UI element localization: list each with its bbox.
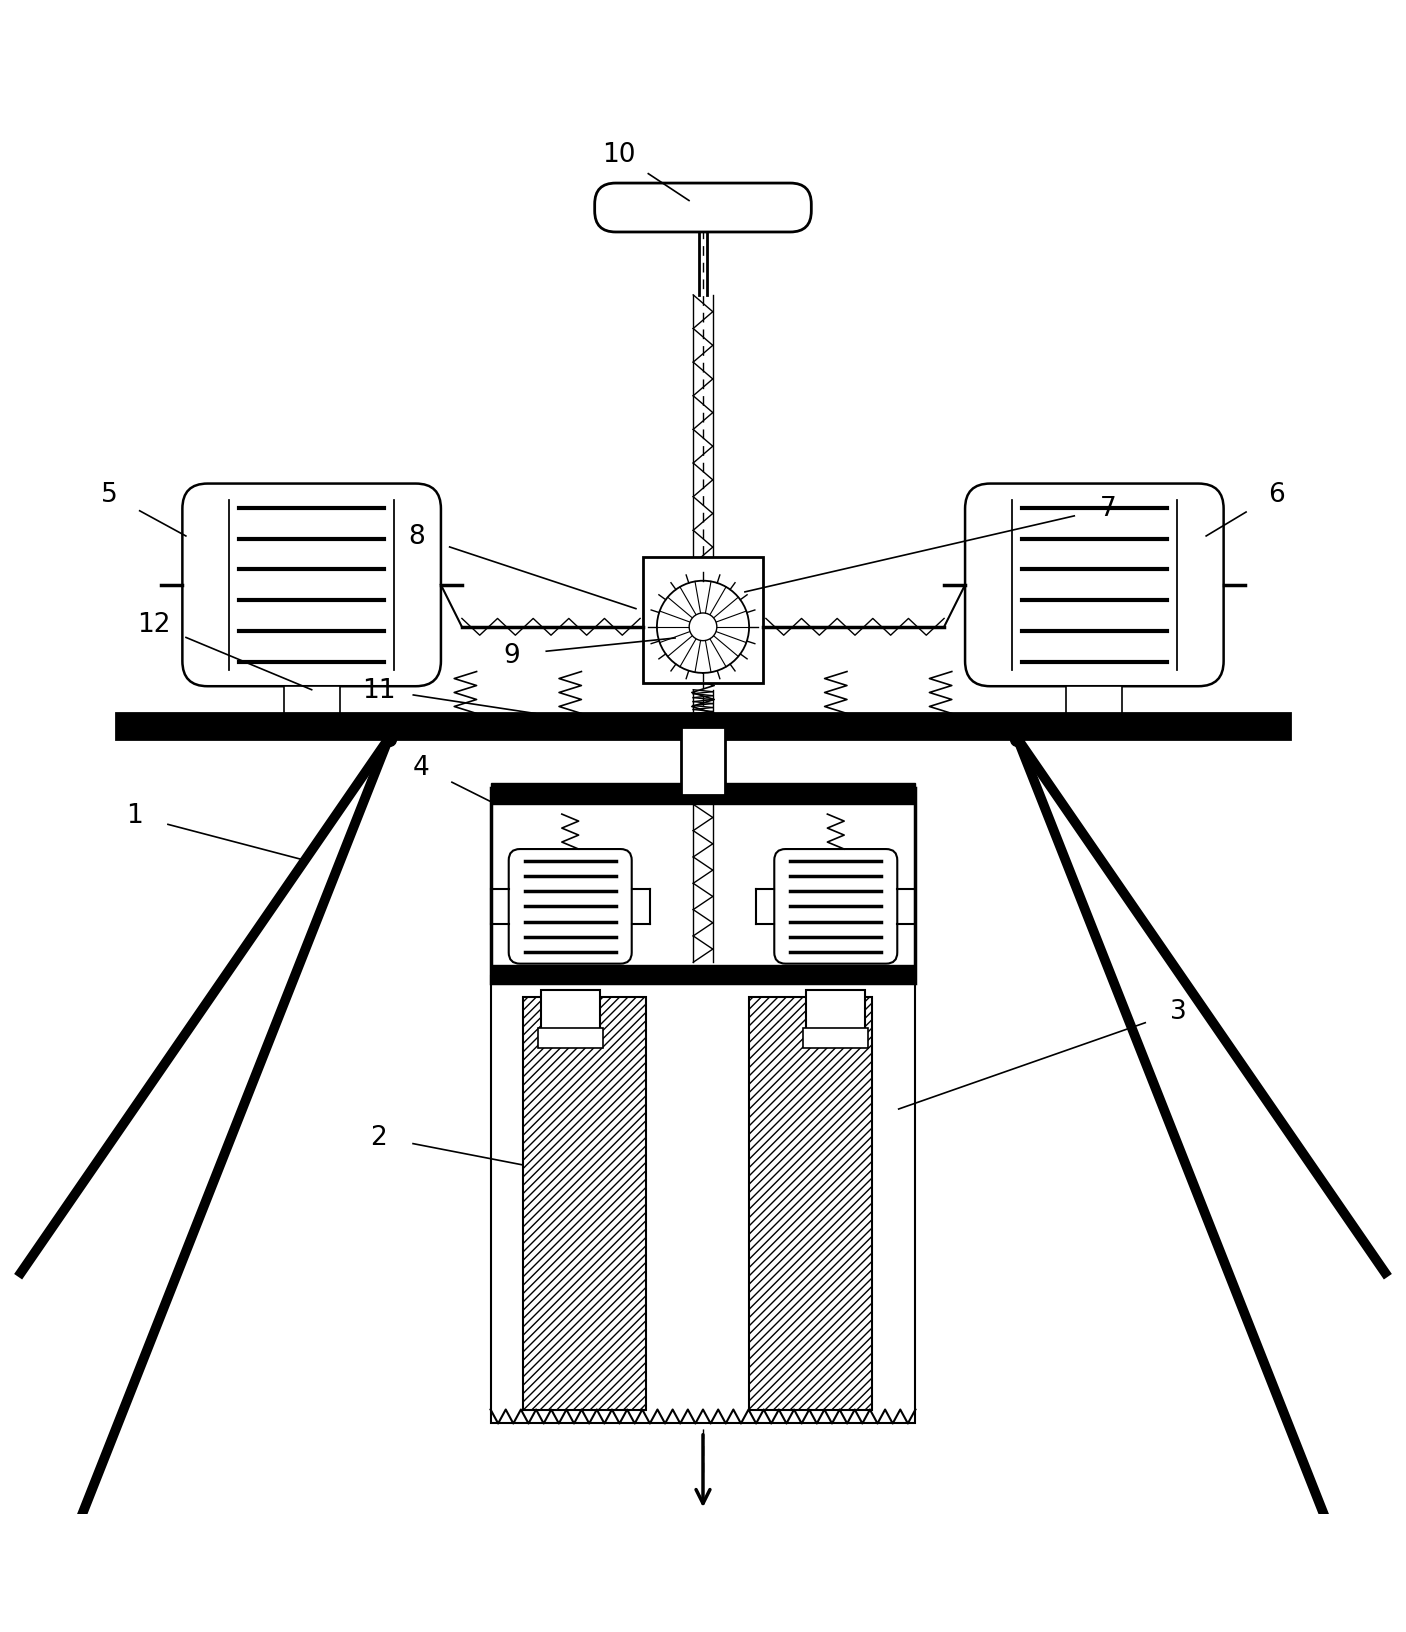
Text: 10: 10 [602, 142, 636, 168]
Bar [643, 558, 763, 684]
Bar [115, 715, 1291, 739]
Text: 8: 8 [408, 524, 425, 550]
Text: 9: 9 [503, 643, 520, 669]
Bar [1066, 687, 1122, 721]
Text: 5: 5 [101, 481, 117, 508]
Bar [807, 991, 865, 1030]
Text: 6: 6 [1268, 481, 1285, 508]
Text: 4: 4 [412, 754, 429, 780]
FancyBboxPatch shape [509, 850, 631, 965]
Bar [491, 966, 915, 984]
Text: 1: 1 [125, 803, 142, 829]
FancyBboxPatch shape [183, 485, 441, 687]
Bar [491, 783, 915, 805]
Text: 7: 7 [1099, 496, 1116, 522]
FancyBboxPatch shape [775, 850, 897, 965]
Bar [491, 788, 915, 984]
Text: 3: 3 [1170, 999, 1187, 1025]
Text: 12: 12 [136, 612, 170, 638]
FancyBboxPatch shape [595, 184, 811, 233]
Circle shape [689, 614, 717, 641]
Bar [538, 1028, 603, 1048]
Bar [541, 991, 599, 1030]
Text: 2: 2 [370, 1124, 387, 1151]
Bar [681, 728, 725, 795]
FancyBboxPatch shape [965, 485, 1223, 687]
Bar [284, 687, 340, 721]
Bar [749, 997, 872, 1410]
Bar [523, 997, 645, 1410]
Bar [803, 1028, 868, 1048]
Bar [491, 976, 915, 1423]
Text: 11: 11 [361, 677, 395, 703]
